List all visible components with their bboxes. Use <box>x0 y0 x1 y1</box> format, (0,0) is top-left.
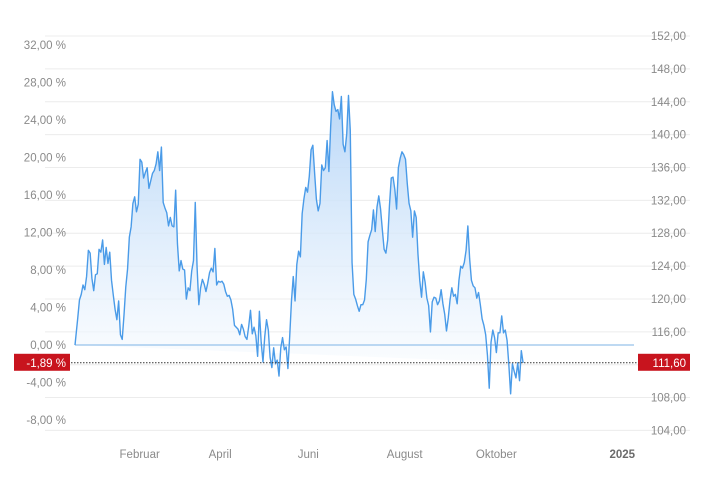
x-axis-tick-label: August <box>387 449 424 461</box>
right-axis-tick-label: 124,00 <box>651 261 686 273</box>
x-axis-tick-label: Juni <box>298 449 319 461</box>
left-axis-tick-label: 4,00 % <box>30 303 66 315</box>
left-axis-tick-label: 32,00 % <box>24 40 66 52</box>
right-axis-tick-label: 148,00 <box>651 64 686 76</box>
left-axis-tick-label: 0,00 % <box>30 340 66 352</box>
x-axis: Februar April Juni August Oktober 2025 <box>120 449 636 461</box>
left-axis-tick-label: 12,00 % <box>24 227 66 239</box>
current-value-layer: -1,89 % 111,60 <box>14 353 690 371</box>
left-axis-tick-label: 8,00 % <box>30 265 66 277</box>
right-axis-tick-label: 104,00 <box>651 425 686 437</box>
left-axis-tick-label: 28,00 % <box>24 77 66 89</box>
left-axis-tick-label: -8,00 % <box>26 415 66 427</box>
x-axis-tick-label: April <box>209 449 232 461</box>
left-axis-tick-label: 24,00 % <box>24 115 66 127</box>
series-line <box>74 91 524 395</box>
left-axis-tick-label: 20,00 % <box>24 152 66 164</box>
x-axis-tick-label: Februar <box>120 449 160 461</box>
current-price-badge <box>638 353 690 371</box>
right-axis-tick-label: 120,00 <box>651 294 686 306</box>
left-axis-tick-label: 16,00 % <box>24 190 66 202</box>
x-axis-tick-label: 2025 <box>610 449 636 461</box>
area-fill-layer <box>75 91 634 394</box>
series-line-layer <box>74 91 524 395</box>
right-axis-tick-label: 140,00 <box>651 130 686 142</box>
series-area-fill <box>75 91 524 394</box>
right-y-axis: 104,00108,00112,00116,00120,00124,00128,… <box>651 31 686 437</box>
current-percent-label: -1,89 % <box>26 358 66 370</box>
right-axis-tick-label: 136,00 <box>651 163 686 175</box>
right-axis-tick-label: 152,00 <box>651 31 686 43</box>
right-axis-tick-label: 116,00 <box>652 327 686 339</box>
current-price-label: 111,60 <box>653 358 686 370</box>
current-percent-badge <box>14 353 70 371</box>
right-axis-tick-label: 128,00 <box>651 228 686 240</box>
left-axis-tick-label: -4,00 % <box>26 378 66 390</box>
right-axis-tick-label: 108,00 <box>651 393 686 405</box>
right-axis-tick-label: 144,00 <box>651 97 686 109</box>
x-axis-tick-label: Oktober <box>476 449 517 461</box>
left-y-axis: -8,00 % -4,00 % 0,00 % 4,00 % 8,00 % 12,00 % 1… <box>24 40 66 427</box>
right-axis-tick-label: 132,00 <box>651 195 686 207</box>
